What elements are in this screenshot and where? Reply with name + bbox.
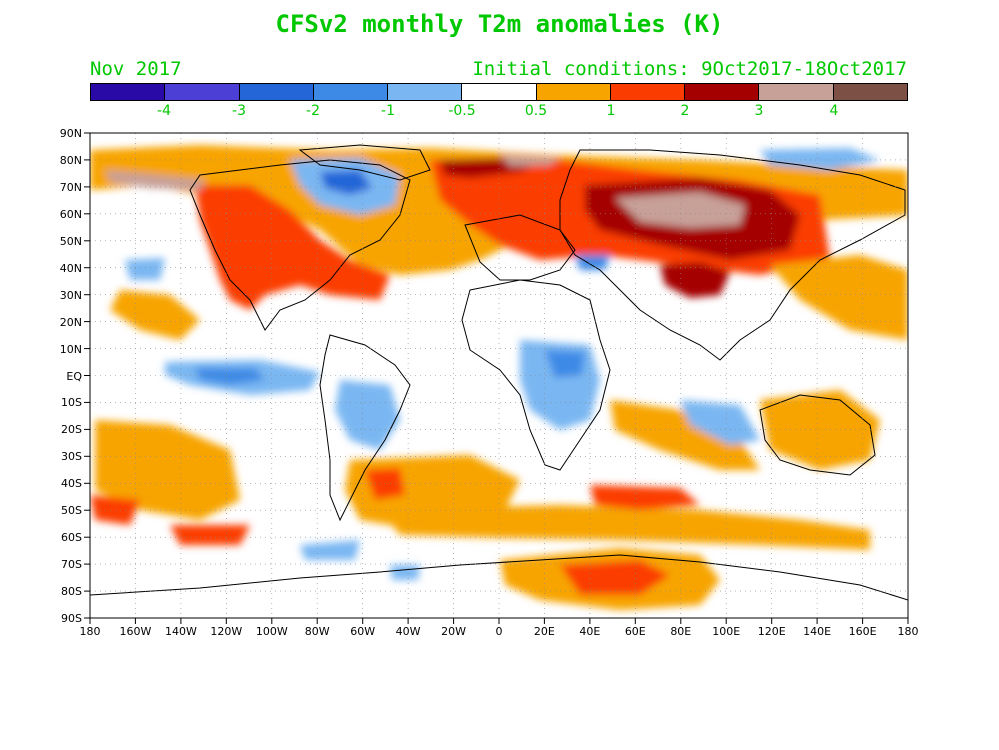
lon-label: 40E xyxy=(579,625,600,638)
coastlines xyxy=(90,144,908,601)
lon-label: 0 xyxy=(496,625,503,638)
legend-swatch-10 xyxy=(759,84,834,100)
legend-swatch-9 xyxy=(685,84,760,100)
lon-axis: 180 160W 140W 120W 100W 80W 60W 40W 20W … xyxy=(80,618,919,638)
initial-conditions-label: Initial conditions: 9Oct2017-18Oct2017 xyxy=(472,58,907,80)
legend-label: 3 xyxy=(754,103,764,119)
lat-label: 90N xyxy=(60,127,82,140)
lat-label: 70N xyxy=(60,181,82,194)
legend-label: -1 xyxy=(381,103,395,119)
lon-label: 160E xyxy=(849,625,877,638)
lat-label: 20N xyxy=(60,316,82,329)
legend-label: 2 xyxy=(680,103,690,119)
lon-label: 60W xyxy=(350,625,375,638)
lon-label: 160W xyxy=(119,625,151,638)
legend-swatch-2 xyxy=(165,84,240,100)
lat-label: 30S xyxy=(61,450,82,463)
lon-label: 120W xyxy=(210,625,242,638)
legend-label: -3 xyxy=(232,103,246,119)
lon-label: 120E xyxy=(758,625,786,638)
lat-label: 70S xyxy=(61,558,82,571)
chart-title: CFSv2 monthly T2m anomalies (K) xyxy=(275,10,724,38)
legend-swatch-5 xyxy=(388,84,463,100)
lon-label: 140E xyxy=(803,625,831,638)
legend-swatch-4 xyxy=(313,84,389,100)
lon-label: 80E xyxy=(670,625,691,638)
legend-label: 1 xyxy=(606,103,616,119)
lat-label: EQ xyxy=(66,370,82,383)
lat-label: 10N xyxy=(60,343,82,356)
lon-label: 20W xyxy=(441,625,466,638)
legend-label: -2 xyxy=(306,103,320,119)
lon-label: 100E xyxy=(712,625,740,638)
lat-label: 20S xyxy=(61,423,82,436)
lon-label: 180 xyxy=(80,625,101,638)
legend-label: -0.5 xyxy=(448,103,476,119)
lon-label: 20E xyxy=(534,625,555,638)
legend-swatch-6 xyxy=(462,84,537,100)
lon-label: 180 xyxy=(898,625,919,638)
lat-label: 80N xyxy=(60,154,82,167)
lon-label: 100W xyxy=(256,625,288,638)
lon-label: 80W xyxy=(305,625,330,638)
legend-swatch-7 xyxy=(536,84,611,100)
legend-label: -4 xyxy=(157,103,171,119)
legend-swatch-3 xyxy=(239,84,314,100)
lon-label: 60E xyxy=(625,625,646,638)
lon-label: 140W xyxy=(165,625,197,638)
legend-swatch-11 xyxy=(833,84,907,100)
lat-label: 10S xyxy=(61,396,82,409)
color-legend-bar xyxy=(90,83,908,101)
legend-label: 4 xyxy=(829,103,839,119)
lat-label: 40S xyxy=(61,477,82,490)
lat-label: 60N xyxy=(60,208,82,221)
graticule xyxy=(90,133,908,618)
lon-label: 40W xyxy=(396,625,421,638)
legend-label: 0.5 xyxy=(524,103,548,119)
lat-label: 60S xyxy=(61,531,82,544)
lat-label: 80S xyxy=(61,585,82,598)
legend-swatch-1 xyxy=(91,84,166,100)
lat-label: 50S xyxy=(61,504,82,517)
lat-axis: 90N 80N 70N 60N 50N 40N 30N 20N 10N EQ 1… xyxy=(60,127,90,625)
lat-label: 30N xyxy=(60,289,82,302)
lat-label: 40N xyxy=(60,262,82,275)
legend-swatch-8 xyxy=(610,84,686,100)
valid-month-label: Nov 2017 xyxy=(90,58,182,80)
lat-label: 50N xyxy=(60,235,82,248)
lat-label: 90S xyxy=(61,612,82,625)
